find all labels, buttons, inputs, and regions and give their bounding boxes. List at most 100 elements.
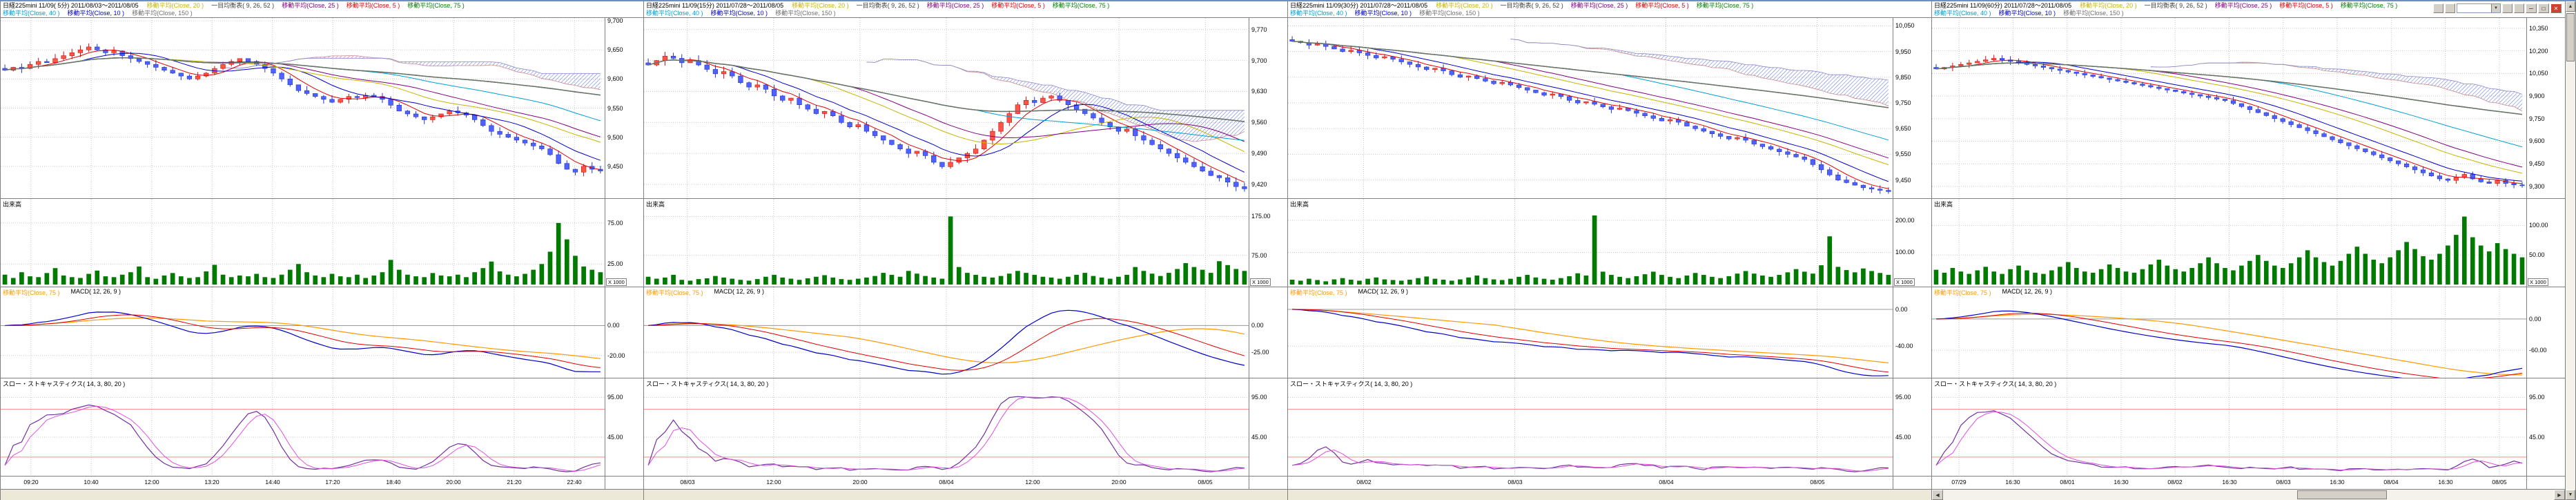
time-axis-label: 16:30 — [2222, 479, 2237, 485]
time-axis: 08/02 08/03 08/04 08/05 — [1288, 477, 1931, 489]
legend-item: 移動平均(Close, 150 ) — [2063, 10, 2124, 17]
macd-label: MACD( 12, 26, 9 ) — [70, 288, 121, 295]
legend-item: 移動平均(Close, 40 ) — [3, 10, 60, 17]
stochastics-label: スロー・ストキャスティクス( 14, 3, 80, 20 ) — [3, 381, 126, 387]
legend-item: 移動平均(Close, 75 ) — [2340, 2, 2398, 9]
vscrollbar-thumb[interactable] — [2566, 13, 2575, 61]
legend-row-2: 移動平均(Close, 40 ) 移動平均(Close, 10 ) 移動平均(Clo… — [1290, 10, 1931, 17]
stochastics-chart — [644, 378, 1249, 476]
axis-label: 9,600 — [2529, 137, 2545, 144]
time-axis-label: 20:00 — [852, 479, 868, 485]
axis-corner — [1893, 477, 1931, 489]
scrollbar-thumb[interactable] — [2297, 490, 2388, 499]
minimize-button[interactable]: ─ — [2526, 3, 2537, 13]
time-axis-label: 14:40 — [265, 479, 280, 485]
legend-item: 移動平均(Close, 40 ) — [1934, 10, 1991, 17]
axis-label: 0.00 — [607, 322, 620, 329]
axis-label: 25.00 — [607, 260, 623, 267]
axis-label: 75.00 — [1251, 252, 1267, 259]
volume-pane: 出来高 200.00 100.00 X 1000 — [1288, 199, 1931, 287]
legend-item: 移動平均(Close, 40 ) — [646, 10, 703, 17]
scroll-left-button[interactable]: ◀ — [1932, 490, 1943, 500]
scrollbar-track[interactable] — [1943, 490, 2554, 500]
value-axis: 95.00 45.00 — [605, 378, 643, 476]
stochastics-chart — [1, 378, 605, 476]
toolbar-combobox[interactable]: ▼ — [2457, 3, 2501, 13]
chart-legend: 日経225mini 11/09(15分) 2011/07/28～2011/08/… — [644, 1, 1287, 18]
legend-item: 移動平均(Close, 25 ) — [2214, 2, 2272, 9]
volume-chart — [1288, 199, 1893, 287]
time-axis-label: 13:20 — [204, 479, 219, 485]
macd-label: MACD( 12, 26, 9 ) — [714, 288, 765, 295]
time-axis-label: 08/01 — [2060, 479, 2075, 485]
horizontal-scrollbar[interactable]: ◀ ▶ — [1932, 489, 2565, 500]
axis-label: 45.00 — [1895, 434, 1911, 441]
panel-footer — [1288, 489, 1931, 500]
time-axis-label: 12:00 — [766, 479, 781, 485]
time-axis-label: 08/04 — [2383, 479, 2399, 485]
macd-chart — [644, 287, 1249, 378]
legend-item: 移動平均(Close, 20 ) — [1436, 2, 1493, 9]
stochastics-pane: スロー・ストキャスティクス( 14, 3, 80, 20 ) 95.00 45.0… — [644, 378, 1287, 477]
value-axis: 10,350 10,200 10,050 9,900 9,750 9,600 9,450 9,… — [2526, 18, 2565, 198]
legend-item: 一目均衡表( 9, 26, 52 ) — [2144, 2, 2207, 9]
axis-label: 0.00 — [2529, 316, 2541, 323]
chart-window-4: ▼ ─ □ ✕ 日経225mini 11/09(60分) 2011/07/28～… — [1932, 0, 2576, 500]
axis-label: -20.00 — [607, 352, 625, 359]
axis-label: 75.00 — [607, 220, 623, 227]
axis-label: 9,600 — [607, 75, 623, 82]
price-chart — [1288, 18, 1893, 198]
axis-label: 9,560 — [1251, 119, 1267, 126]
axis-label: 9,950 — [1895, 48, 1911, 55]
value-axis: 0.00 -25.00 — [1249, 287, 1287, 378]
legend-item: 一目均衡表( 9, 26, 52 ) — [1500, 2, 1563, 9]
vscrollbar-track[interactable] — [2566, 12, 2575, 490]
value-axis: 10,050 9,950 9,850 9,750 9,650 9,550 9,450 — [1893, 18, 1931, 198]
axis-label: 9,700 — [607, 18, 623, 24]
toolbar-button-4[interactable] — [2514, 3, 2524, 13]
stochastics-label: スロー・ストキャスティクス( 14, 3, 80, 20 ) — [646, 381, 769, 387]
time-axis-label: 16:30 — [2005, 479, 2020, 485]
axis-label: 100.00 — [1895, 249, 1915, 256]
close-button[interactable]: ✕ — [2550, 3, 2562, 13]
toolbar-button-3[interactable] — [2502, 3, 2512, 13]
scroll-down-button[interactable]: ▼ — [2566, 490, 2575, 500]
legend-row-1: 日経225mini 11/09(15分) 2011/07/28～2011/08/… — [646, 2, 1287, 10]
window-toolbar: ▼ ─ □ ✕ — [2433, 3, 2562, 13]
macd-chart — [1932, 287, 2526, 378]
price-chart — [1932, 18, 2526, 198]
value-axis: 95.00 45.00 — [1893, 378, 1931, 476]
volume-chart — [1, 199, 605, 287]
legend-row-2: 移動平均(Close, 40 ) 移動平均(Close, 10 ) 移動平均(Clo… — [646, 10, 1287, 17]
time-axis-label: 16:30 — [2114, 479, 2129, 485]
scroll-right-button[interactable]: ▶ — [2554, 490, 2565, 500]
axis-label: 95.00 — [1895, 394, 1911, 401]
value-axis: 100.00 50.00 X 1000 — [2526, 199, 2565, 287]
volume-unit-label: X 1000 — [1894, 278, 1915, 286]
legend-item: 移動平均(Close, 25 ) — [926, 2, 984, 9]
axis-label: 45.00 — [607, 434, 623, 441]
stochastics-label: スロー・ストキャスティクス( 14, 3, 80, 20 ) — [1290, 381, 1413, 387]
axis-label: 50.00 — [2529, 251, 2545, 258]
scroll-up-button[interactable]: ▲ — [2566, 1, 2575, 12]
time-axis-label: 16:30 — [2438, 479, 2453, 485]
volume-label: 出来高 — [1290, 201, 1309, 208]
axis-label: 175.00 — [1251, 213, 1271, 220]
toolbar-button-2[interactable] — [2445, 3, 2455, 13]
axis-label: 9,750 — [2529, 115, 2545, 122]
axis-corner — [1249, 477, 1287, 489]
macd-ma-label: 移動平均(Close, 75 ) — [3, 289, 60, 296]
vertical-scrollbar[interactable]: ▲ ▼ — [2565, 1, 2575, 500]
axis-label: 0.00 — [1895, 306, 1908, 313]
macd-pane: 移動平均(Close, 75 ) MACD( 12, 26, 9 ) 0.00 -4… — [1288, 287, 1931, 378]
time-axis-label: 22:40 — [567, 479, 582, 485]
axis-label: 9,650 — [1895, 125, 1911, 132]
maximize-button[interactable]: □ — [2538, 3, 2549, 13]
macd-pane: 移動平均(Close, 75 ) MACD( 12, 26, 9 ) 0.00 -2… — [644, 287, 1287, 378]
volume-pane: 出来高 175.00 75.00 X 1000 — [644, 199, 1287, 287]
value-axis: 75.00 25.00 X 1000 — [605, 199, 643, 287]
panel-footer — [1, 489, 643, 500]
stochastics-chart — [1932, 378, 2526, 476]
axis-label: 9,630 — [1251, 88, 1267, 95]
toolbar-button-1[interactable] — [2433, 3, 2443, 13]
